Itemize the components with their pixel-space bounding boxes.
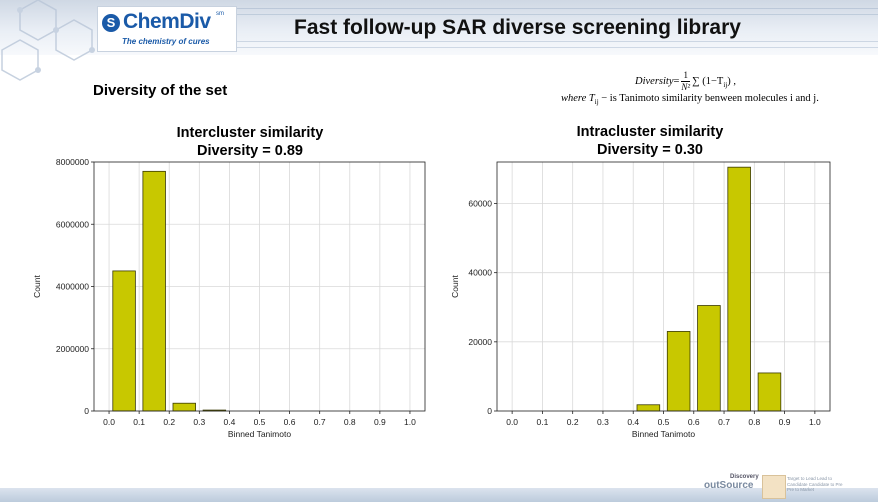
chart2-xtick-label: 0.1 bbox=[536, 417, 548, 427]
logo-tagline: The chemistry of cures bbox=[122, 37, 210, 46]
chart2-xtick-label: 0.0 bbox=[506, 417, 518, 427]
chart1-subtitle: Diversity = 0.89 bbox=[196, 143, 303, 159]
logo-name: ChemDiv bbox=[123, 10, 211, 33]
chart2-title-block: Intracluster similarity Diversity = 0.30 bbox=[530, 123, 770, 159]
formula-tail: ) , bbox=[727, 75, 736, 87]
chart2-xlabel: Binned Tanimoto bbox=[632, 429, 695, 439]
chart1-title-block: Intercluster similarity Diversity = 0.89 bbox=[130, 124, 370, 160]
chemdiv-logo-icon: S bbox=[102, 14, 120, 32]
chart1-ytick-label: 8000000 bbox=[56, 157, 89, 167]
section-title: Diversity of the set bbox=[93, 82, 228, 99]
chart2-xtick-label: 0.4 bbox=[627, 417, 639, 427]
chart1-ytick-label: 2000000 bbox=[56, 344, 89, 354]
chart2-subtitle: Diversity = 0.30 bbox=[596, 142, 703, 158]
formula-numerator: 1 bbox=[681, 70, 691, 82]
chart1-xtick-label: 0.2 bbox=[163, 417, 175, 427]
chart1-xtick-label: 0.1 bbox=[133, 417, 145, 427]
chart2-bar bbox=[666, 331, 691, 412]
molecule-decoration-icon bbox=[1, 0, 95, 81]
chart1-xlabel: Binned Tanimoto bbox=[228, 429, 291, 439]
chart2-xtick-label: 0.5 bbox=[658, 417, 670, 427]
logo-trademark: sm bbox=[216, 11, 224, 17]
chart2-frame bbox=[496, 161, 831, 412]
chart2-xtick-label: 0.9 bbox=[779, 417, 791, 427]
chart1-bar bbox=[202, 409, 227, 412]
chart2-xtick-label: 0.2 bbox=[567, 417, 579, 427]
formula-fraction: 1 N² bbox=[681, 70, 691, 93]
chart1-ytick-label: 0 bbox=[84, 406, 89, 416]
chart1-xtick-label: 0.5 bbox=[254, 417, 266, 427]
formula-equals: = bbox=[673, 75, 680, 87]
chart2-ytick-label: 40000 bbox=[468, 268, 492, 278]
slide-title: Fast follow-up SAR diverse screening lib… bbox=[294, 16, 741, 39]
formula-where: where T bbox=[561, 93, 595, 104]
chart1-bar bbox=[142, 170, 166, 412]
formula-sum: ∑ (1−T bbox=[692, 75, 724, 87]
chart2-bar bbox=[697, 305, 721, 412]
chart1-xtick-label: 0.8 bbox=[344, 417, 356, 427]
chart2-bar bbox=[636, 404, 661, 412]
chart2-xtick-label: 0.6 bbox=[688, 417, 700, 427]
formula-denominator: N² bbox=[681, 82, 691, 92]
footer-logo-big: outSource bbox=[704, 480, 754, 491]
chart1-title: Intercluster similarity bbox=[176, 125, 324, 141]
formula-lhs: Diversity bbox=[635, 75, 674, 87]
footer-band bbox=[0, 488, 878, 502]
formula-sum-subscript: ij bbox=[723, 81, 728, 89]
chart1-xtick-label: 0.6 bbox=[284, 417, 296, 427]
discovery-outsource-logo: Discovery outSource bbox=[704, 474, 759, 491]
chart2-xtick-label: 0.7 bbox=[718, 417, 730, 427]
chart1-bar bbox=[112, 270, 136, 412]
chart1-xtick-label: 0.3 bbox=[193, 417, 205, 427]
chart2-xtick-label: 0.8 bbox=[748, 417, 760, 427]
chart2-ytick-label: 0 bbox=[487, 406, 492, 416]
chart2-bar bbox=[757, 372, 782, 412]
chart1-ylabel: Count bbox=[32, 275, 42, 298]
chart1-xtick-label: 1.0 bbox=[404, 417, 416, 427]
chart2-bar bbox=[727, 166, 751, 412]
formula-where-text: − is Tanimoto similarity benween molecul… bbox=[598, 93, 819, 104]
chart1-plot-area bbox=[94, 162, 425, 411]
chart1-frame bbox=[93, 161, 426, 412]
formula-where-subscript: ij bbox=[594, 98, 599, 107]
chart1-xtick-label: 0.9 bbox=[374, 417, 386, 427]
footer-logo-small: Discovery bbox=[730, 474, 759, 480]
chart2-xtick-label: 1.0 bbox=[809, 417, 821, 427]
chemdiv-logo: S ChemDiv sm The chemistry of cures bbox=[97, 6, 237, 52]
footer-note: Target to Lead Lead to Candidate Candida… bbox=[787, 476, 843, 492]
chart1-ytick-label: 4000000 bbox=[56, 282, 89, 292]
chart1-xtick-label: 0.7 bbox=[314, 417, 326, 427]
chart2-title: Intracluster similarity bbox=[576, 124, 724, 140]
chart1-xtick-label: 0.0 bbox=[103, 417, 115, 427]
chart2-ylabel: Count bbox=[450, 275, 460, 298]
chart2-ytick-label: 20000 bbox=[468, 337, 492, 347]
chart2-plot-area bbox=[497, 162, 830, 411]
footer-badge-icon bbox=[762, 475, 786, 499]
chart2-ytick-label: 60000 bbox=[468, 199, 492, 209]
chart1-xtick-label: 0.4 bbox=[223, 417, 235, 427]
chart1-ytick-label: 6000000 bbox=[56, 219, 89, 229]
chart2-xtick-label: 0.3 bbox=[597, 417, 609, 427]
chart1-bar bbox=[172, 402, 196, 412]
